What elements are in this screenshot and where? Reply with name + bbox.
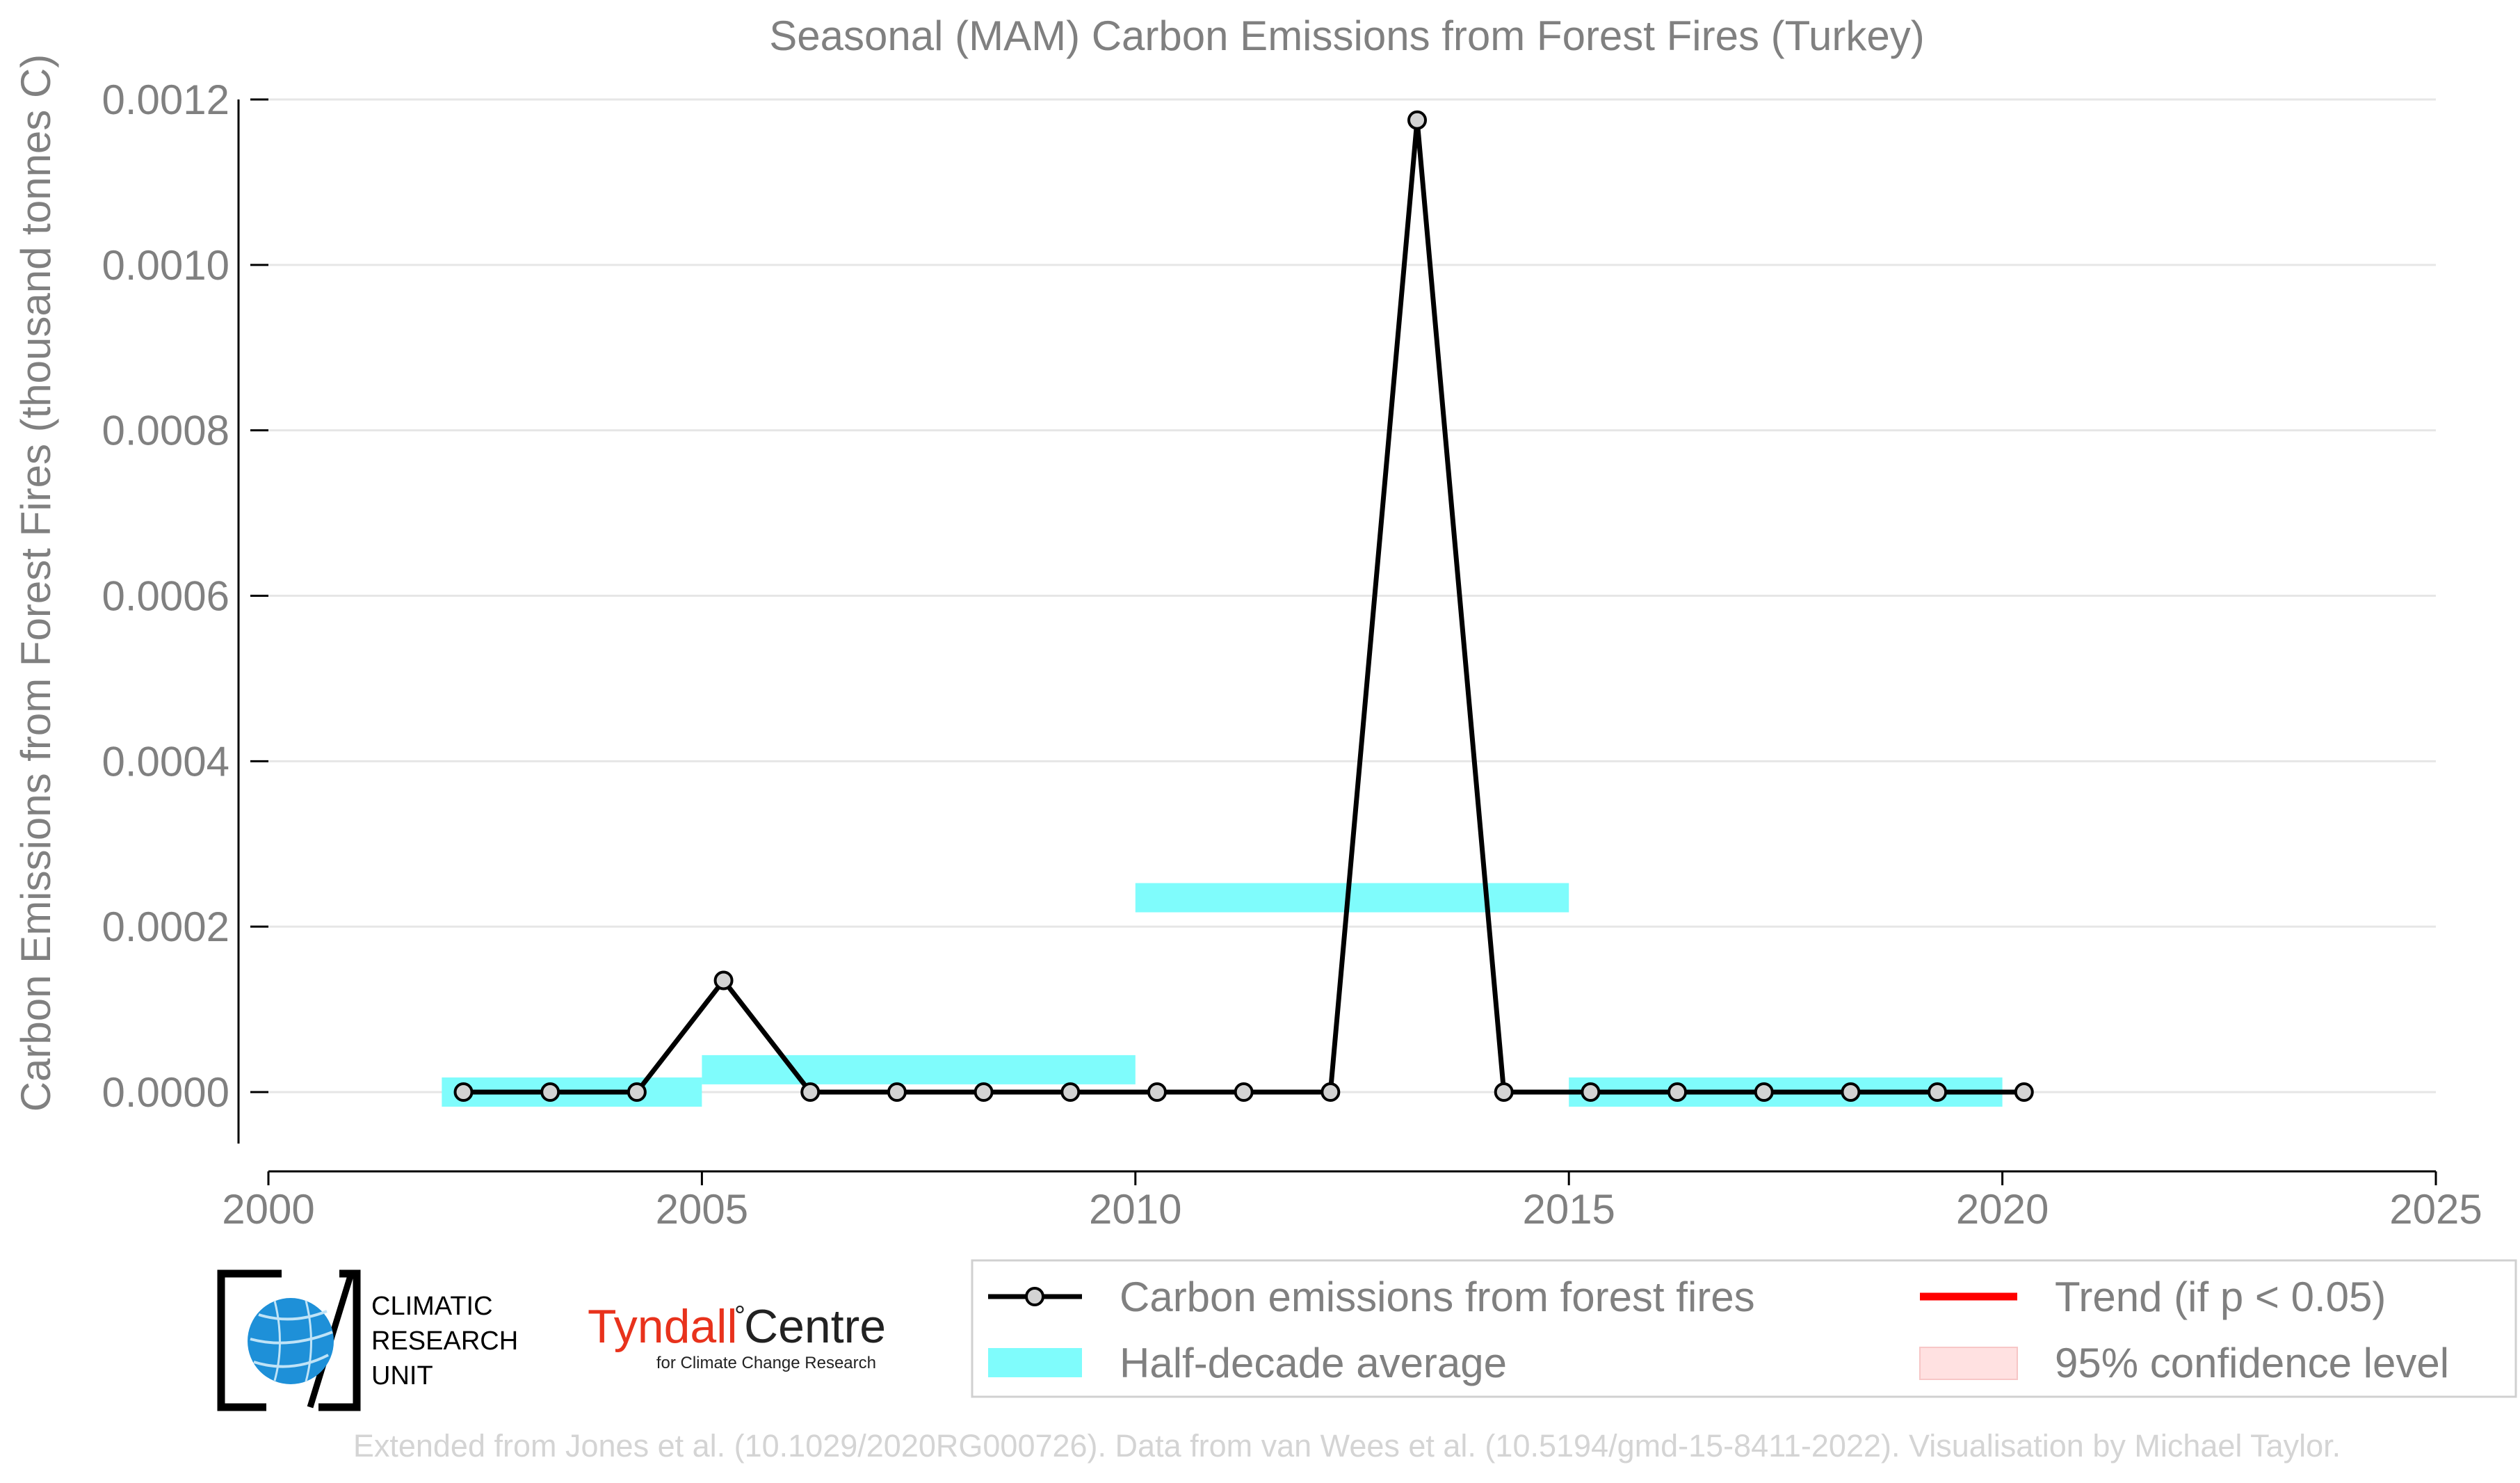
data-point [2014,1082,2034,1102]
globe-icon [248,1298,334,1384]
data-point [1320,1082,1341,1102]
y-axis-label: Carbon Emissions from Forest Fires (thou… [13,54,59,1112]
data-point [1581,1082,1601,1102]
tyndall-name-red: Tyndall [588,1300,737,1353]
y-tick-labels: 0.0000 0.0002 0.0004 0.0006 0.0008 0.0010 0.00… [102,77,229,1116]
legend-label-band: Half-decade average [1120,1340,1507,1386]
footer-credit: Extended from Jones et al. (10.1029/2020… [353,1428,2341,1464]
y-tick-label: 0.0000 [102,1069,229,1116]
data-point [1494,1082,1514,1102]
data-point [540,1082,560,1102]
data-point [1234,1082,1254,1102]
x-tick-label: 2005 [656,1186,748,1233]
data-point [627,1082,647,1102]
x-tick-label: 2025 [2389,1186,2482,1233]
legend-swatch-band [988,1348,1082,1377]
x-tick-label: 2010 [1089,1186,1181,1233]
tyndall-subtitle: for Climate Change Research [656,1354,876,1372]
legend-swatch-series-marker [1025,1287,1044,1306]
data-point [1147,1082,1167,1102]
data-point [1407,110,1428,130]
tyndall-degree: ° [734,1301,745,1331]
data-point [713,970,734,991]
grid-lines [268,98,2436,1093]
cru-logo-line3: UNIT [371,1361,433,1390]
y-tick-label: 0.0010 [102,242,229,289]
data-point [974,1082,994,1102]
legend-box [971,1259,2517,1398]
y-tick-label: 0.0008 [102,408,229,454]
legend: Carbon emissions from forest fires Trend… [971,1259,2517,1398]
tyndall-logo: Tyndall ° Centre for Climate Change Rese… [588,1300,886,1372]
data-point [1667,1082,1688,1102]
x-tick-label: 2000 [222,1186,314,1233]
chart-title: Seasonal (MAM) Carbon Emissions from For… [769,13,1924,59]
cru-logo-line2: RESEARCH [371,1326,518,1356]
y-tick-label: 0.0012 [102,77,229,123]
data-point [1841,1082,1861,1102]
cru-logo-line1: CLIMATIC [371,1292,493,1321]
y-tick-label: 0.0006 [102,573,229,620]
y-tick-label: 0.0004 [102,738,229,785]
series-markers [453,110,2034,1102]
x-tick-labels: 2000 2005 2010 2015 2020 2025 [222,1186,2482,1233]
data-point [453,1082,474,1102]
data-point [1754,1082,1774,1102]
data-point [887,1082,907,1102]
legend-label-ci: 95% confidence level [2055,1340,2449,1386]
data-point [800,1082,821,1102]
legend-label-trend: Trend (if p < 0.05) [2055,1274,2386,1320]
y-tick-label: 0.0002 [102,904,229,950]
x-tick-label: 2015 [1522,1186,1615,1233]
half-decade-bands [442,883,2003,1107]
half-decade-band [1135,883,1569,913]
half-decade-band [702,1055,1136,1084]
tyndall-name-dark: Centre [744,1300,886,1353]
data-point [1060,1082,1081,1102]
data-point [1928,1082,1948,1102]
x-tick-label: 2020 [1956,1186,2049,1233]
legend-label-series: Carbon emissions from forest fires [1120,1274,1755,1320]
legend-swatch-ci [1919,1347,2018,1380]
cru-logo: CLIMATIC RESEARCH UNIT [217,1269,518,1411]
axes [237,98,2437,1185]
